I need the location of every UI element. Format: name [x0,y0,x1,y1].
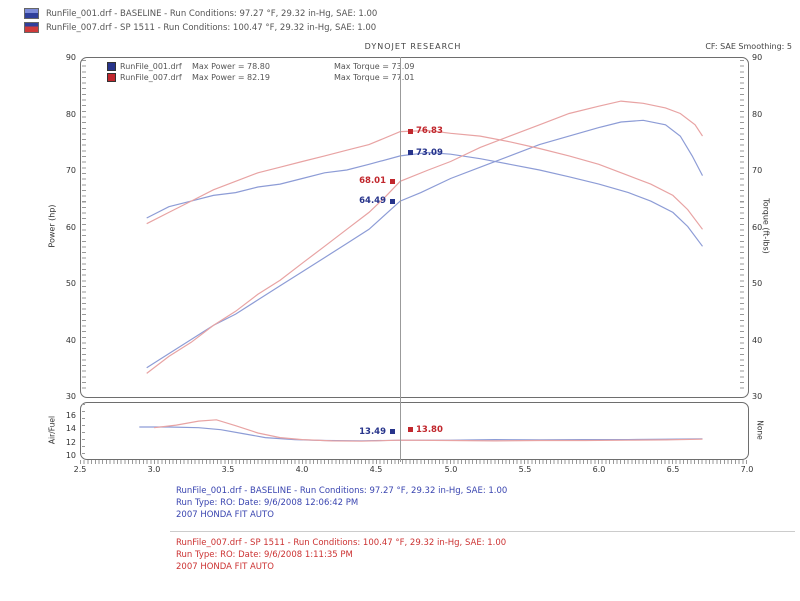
cursor-marker-value: 76.83 [416,126,443,136]
tick-label: 3.5 [221,465,235,474]
tick-label: 40 [752,336,763,345]
tick-label: 5.0 [444,465,458,474]
tick-label: 40 [65,336,76,345]
tick-label: 4.0 [295,465,309,474]
run2-max-power: Max Power = 82.19 [192,73,270,82]
plot-legend: RunFile_001.drf Max Power = 78.80 Max To… [107,61,414,83]
afr-right-axis-title: None [755,420,765,440]
afr-chart-curves [139,419,703,442]
run2-header-label: RunFile_007.drf - SP 1511 - Run Conditio… [46,22,377,33]
run1-max-power: Max Power = 78.80 [192,62,270,71]
tick-label: 12 [65,438,76,447]
tick-label: 70 [65,166,76,175]
footer-divider [170,531,795,532]
run1-max-torque: Max Torque = 73.09 [334,62,415,71]
footer-run2-line3: 2007 HONDA FIT AUTO [176,562,274,572]
run1-header-label: RunFile_001.drf - BASELINE - Run Conditi… [46,8,378,19]
cursor-marker-square [390,199,395,204]
tick-label: 60 [65,223,76,232]
tick-label: 30 [752,392,763,401]
cursor-line[interactable] [400,57,401,462]
footer-run1-line3: 2007 HONDA FIT AUTO [176,510,274,520]
tick-label: 30 [65,392,76,401]
curve [146,151,703,247]
curve [154,419,703,442]
curve [146,119,704,369]
tick-label: 16 [65,411,76,420]
tick-label: 2.5 [73,465,87,474]
tick-label: 6.5 [666,465,680,474]
header-run-1: RunFile_001.drf - BASELINE - Run Conditi… [24,8,377,19]
tick-label: 50 [752,279,763,288]
footer-run2-line1: RunFile_007.drf - SP 1511 - Run Conditio… [176,538,507,548]
correction-factor-label: CF: SAE Smoothing: 5 [705,42,792,51]
run1-file-icon [24,8,39,19]
tick-label: 90 [752,53,763,62]
cursor-marker-value: 13.80 [416,425,443,435]
plot-legend-row-1: RunFile_001.drf Max Power = 78.80 Max To… [107,61,414,72]
main-left-ticks [82,60,86,393]
cursor-marker-square [408,427,413,432]
tick-label: 3.0 [147,465,161,474]
run1-file-name: RunFile_001.drf [120,62,182,71]
footer-run2-line2: Run Type: RO: Date: 9/6/2008 1:11:35 PM [176,550,353,560]
tick-label: 10 [65,451,76,460]
cursor-marker-square [408,150,413,155]
cursor-marker-square [390,179,395,184]
tick-label: 90 [65,53,76,62]
tick-label: 7.0 [740,465,754,474]
tick-label: 70 [752,166,763,175]
run2-file-icon [24,22,39,33]
footer-run1-line1: RunFile_001.drf - BASELINE - Run Conditi… [176,486,508,496]
cursor-marker-square [408,129,413,134]
tick-label: 60 [752,223,763,232]
tick-label: 80 [65,110,76,119]
cursor-marker-value: 73.09 [416,148,443,158]
x-axis-minor-ticks [80,460,747,464]
afr-plot-frame [80,402,749,460]
footer-run2-block: RunFile_007.drf - SP 1511 - Run Conditio… [176,537,506,573]
run2-file-name: RunFile_007.drf [120,73,182,82]
curve [146,100,704,374]
cursor-marker-value: 64.49 [359,196,386,206]
run1-color-swatch [107,62,116,71]
tick-label: 14 [65,424,76,433]
afr-left-ticks [82,404,85,456]
main-plot-frame [80,57,749,398]
cursor-marker-value: 13.49 [359,427,386,437]
curve [146,129,703,230]
brand-title: DYNOJET RESEARCH [364,42,462,51]
tick-label: 50 [65,279,76,288]
tick-label: 6.0 [592,465,606,474]
tick-label: 5.5 [518,465,532,474]
footer-run1-line2: Run Type: RO: Date: 9/6/2008 12:06:42 PM [176,498,359,508]
header-run-legend: RunFile_001.drf - BASELINE - Run Conditi… [24,8,377,36]
header-run-2: RunFile_007.drf - SP 1511 - Run Conditio… [24,22,377,33]
footer-run1-block: RunFile_001.drf - BASELINE - Run Conditi… [176,485,507,521]
cursor-marker-square [390,429,395,434]
plot-legend-row-2: RunFile_007.drf Max Power = 82.19 Max To… [107,72,414,83]
tick-label: 4.5 [369,465,383,474]
main-chart-curves [146,100,704,374]
run2-max-torque: Max Torque = 77.01 [334,73,415,82]
run2-color-swatch [107,73,116,82]
tick-label: 80 [752,110,763,119]
main-right-ticks [740,60,744,393]
cursor-marker-value: 68.01 [359,176,386,186]
